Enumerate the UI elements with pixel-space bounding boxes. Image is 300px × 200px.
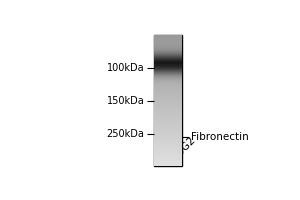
Text: 100kDa: 100kDa	[107, 63, 145, 73]
Text: Fibronectin: Fibronectin	[191, 132, 249, 142]
Text: 150kDa: 150kDa	[107, 96, 145, 106]
Text: 250kDa: 250kDa	[106, 129, 145, 139]
Text: HepG2: HepG2	[165, 135, 197, 167]
